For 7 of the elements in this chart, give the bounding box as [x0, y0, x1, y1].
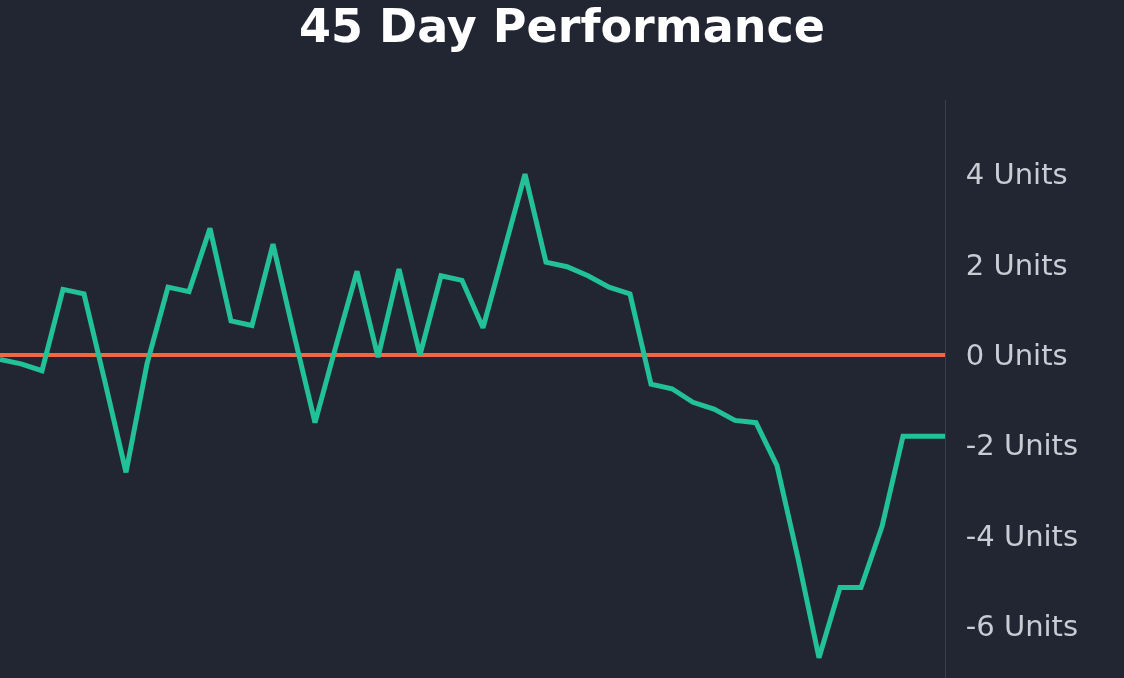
y-tick-label: -2 Units — [965, 428, 1079, 463]
y-tick-label: 2 Units — [965, 247, 1068, 282]
y-tick-label: 0 Units — [965, 338, 1068, 373]
chart-title: 45 Day Performance — [299, 0, 825, 54]
y-tick-label: -6 Units — [965, 609, 1079, 644]
y-tick-label: 4 Units — [965, 157, 1068, 192]
y-tick-label: -4 Units — [965, 518, 1079, 553]
